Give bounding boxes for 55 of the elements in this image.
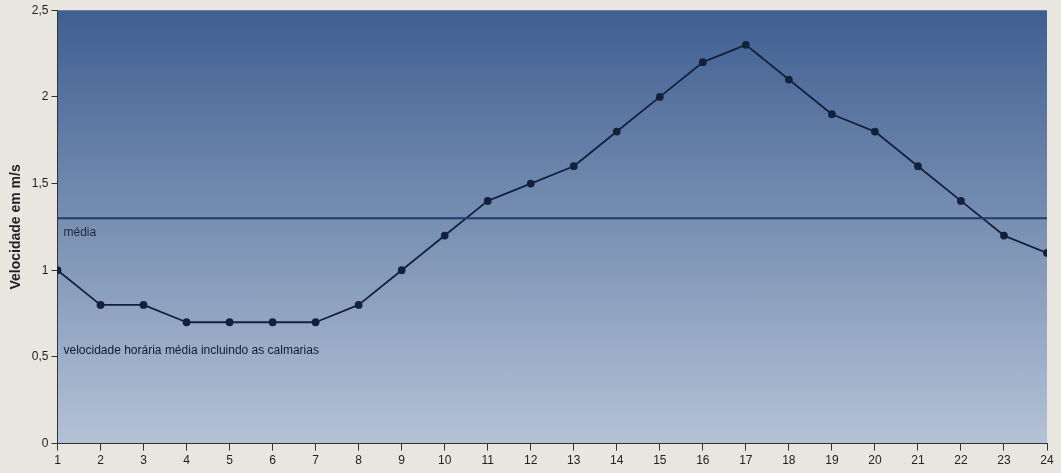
x-tick-label: 16 (696, 453, 710, 468)
x-tick-label: 15 (653, 453, 667, 468)
x-tick-label: 1 (54, 453, 62, 468)
x-tick-label: 18 (782, 453, 796, 468)
point (483, 197, 492, 205)
x-tick-label: 19 (825, 453, 839, 468)
y-tick-label: 0 (41, 435, 49, 450)
point (1000, 231, 1008, 240)
point (526, 179, 535, 188)
x-tick-label: 12 (524, 453, 538, 468)
point (96, 301, 105, 309)
point (871, 127, 879, 136)
x-tick-label: 9 (398, 453, 406, 468)
y-tick-label: 1,5 (31, 175, 49, 190)
point (354, 301, 363, 309)
y-tick-label: 2,5 (31, 2, 49, 17)
x-tick-label: 22 (954, 453, 968, 468)
ref-line-label: média (63, 224, 97, 239)
x-tick-label: 17 (739, 453, 753, 468)
point (182, 318, 191, 327)
x-tick-label: 11 (481, 453, 495, 468)
series-label: velocidade horária média incluindo as calmarias (63, 342, 319, 357)
point (569, 162, 578, 171)
x-tick-label: 7 (312, 453, 320, 468)
point (741, 40, 750, 49)
x-tick-label: 21 (911, 453, 925, 468)
point (268, 318, 277, 327)
x-tick-label: 4 (183, 453, 191, 468)
point (698, 58, 707, 67)
point (655, 92, 664, 101)
x-tick-label: 2 (97, 453, 105, 468)
point (397, 266, 406, 275)
x-tick-label: 13 (567, 453, 581, 468)
point (827, 110, 836, 119)
point (311, 318, 320, 327)
y-tick-label: 0,5 (31, 349, 49, 364)
x-tick-label: 14 (610, 453, 624, 468)
y-axis-title: Velocidade em m/s (7, 164, 24, 290)
point (225, 318, 234, 327)
x-tick-label: 23 (997, 453, 1011, 468)
x-tick-label: 3 (140, 453, 148, 468)
point (784, 75, 793, 84)
x-tick-label: 5 (226, 453, 234, 468)
y-tick-label: 2 (41, 89, 49, 104)
x-tick-label: 10 (438, 453, 452, 468)
point (612, 127, 621, 136)
point (139, 301, 148, 309)
y-tick-label: 1 (41, 262, 49, 277)
point (440, 231, 449, 240)
x-tick-label: 20 (868, 453, 882, 468)
x-tick-label: 24 (1040, 453, 1054, 468)
point (914, 162, 922, 171)
x-tick-label: 8 (355, 453, 363, 468)
x-tick-label: 6 (269, 453, 277, 468)
point (957, 197, 965, 205)
